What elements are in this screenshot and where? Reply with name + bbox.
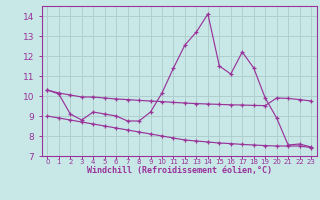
X-axis label: Windchill (Refroidissement éolien,°C): Windchill (Refroidissement éolien,°C): [87, 166, 272, 175]
